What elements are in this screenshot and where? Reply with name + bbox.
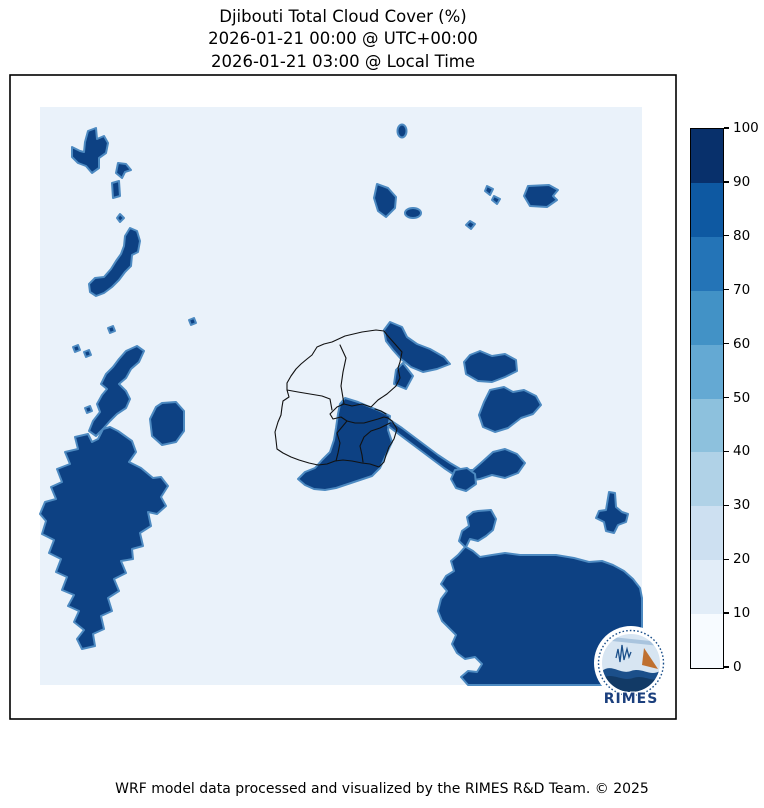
cloud-blob: [450, 467, 477, 492]
timestamp-local: 2026-01-21 03:00 @ Local Time: [210, 51, 476, 71]
rimes-logo-label: RIMES: [603, 691, 659, 707]
cloud-blob: [188, 317, 197, 326]
colorbar-tick-mark: [724, 181, 729, 183]
cloud-blob: [107, 325, 116, 334]
region-boundary: [374, 408, 387, 415]
colorbar-segment: [691, 452, 723, 507]
colorbar-tick-mark: [724, 666, 729, 668]
cloud-blob: [116, 213, 125, 223]
colorbar-tick-label: 100: [733, 120, 759, 136]
cloud-blob: [491, 195, 501, 205]
logo-ring-text: [597, 629, 665, 697]
colorbar-tick-mark: [724, 342, 729, 345]
cloud-blob: [72, 344, 81, 353]
cloud-blob: [484, 185, 494, 196]
rimes-logo: [594, 626, 668, 700]
logo-map-band: [602, 636, 660, 646]
region-boundary: [359, 422, 391, 463]
cloud-blob: [111, 180, 121, 199]
colorbar-tick-mark: [724, 235, 729, 237]
cloud-blob: [149, 401, 185, 446]
colorbar: [690, 128, 724, 669]
colorbar-tick-label: 20: [733, 551, 751, 568]
colorbar-tick-mark: [724, 289, 729, 291]
colorbar-segment: [691, 182, 723, 237]
colorbar-tick-mark: [724, 612, 729, 614]
cloud-blob: [88, 227, 141, 297]
cloud-blob: [463, 350, 518, 383]
footer-credit: WRF model data processed and visualized …: [115, 781, 649, 797]
colorbar-tick-mark: [724, 127, 729, 129]
colorbar-tick-mark: [724, 504, 729, 506]
colorbar-tick-label: 10: [733, 605, 751, 622]
cloud-blob: [84, 405, 93, 414]
cloud-blob: [297, 397, 393, 491]
colorbar-tick-label: 30: [733, 497, 751, 514]
cloud-blob: [396, 123, 408, 139]
colorbar-segments: [691, 129, 723, 669]
cloud-blob: [478, 386, 542, 433]
colorbar-tick-label: 90: [733, 173, 751, 190]
cloud-blob: [383, 321, 451, 373]
colorbar-segment: [691, 129, 723, 183]
logo-sail-icon: [642, 648, 658, 669]
page-title: Djibouti Total Cloud Cover (%): [219, 7, 467, 26]
colorbar-tick-label: 60: [733, 335, 751, 352]
colorbar-tick-mark: [724, 558, 729, 560]
colorbar-segment: [691, 236, 723, 291]
admin-boundary-layer: [274, 329, 403, 468]
cloud-cover-layer: [39, 123, 643, 686]
logo-seismograph-icon: [615, 644, 632, 663]
cloud-blob: [115, 162, 132, 179]
colorbar-tick-label: 40: [733, 443, 751, 460]
colorbar-segment: [691, 290, 723, 345]
cloud-blob: [387, 419, 526, 482]
colorbar-segment: [691, 344, 723, 399]
colorbar-tick-label: 80: [733, 227, 751, 244]
country-outline: [274, 329, 403, 468]
cloud-blob: [404, 207, 422, 219]
cloud-blob: [39, 426, 169, 650]
cloud-blob: [595, 491, 629, 534]
cloud-blob: [88, 345, 145, 437]
colorbar-tick-mark: [724, 450, 729, 453]
colorbar-segment: [691, 398, 723, 453]
colorbar-tick-mark: [724, 396, 729, 399]
cloud-blob: [465, 220, 476, 230]
colorbar-tick-label: 70: [733, 281, 751, 298]
cloud-blob: [71, 127, 109, 174]
colorbar-segment: [691, 506, 723, 561]
colorbar-tick-label: 50: [733, 389, 751, 406]
cloud-blob: [373, 183, 397, 218]
cloud-blob: [83, 349, 92, 358]
colorbar-segment: [691, 560, 723, 615]
timestamp-utc: 2026-01-21 00:00 @ UTC+00:00: [208, 29, 478, 49]
region-boundary: [335, 420, 348, 462]
logo-wave-dark: [602, 676, 660, 692]
region-boundary: [339, 344, 347, 405]
colorbar-segment: [691, 614, 723, 669]
title-block: Djibouti Total Cloud Cover (%) 2026-01-2…: [10, 6, 676, 73]
region-boundary: [286, 389, 333, 411]
colorbar-tick-label: 0: [733, 659, 742, 675]
cloud-blob: [523, 184, 559, 208]
cloud-blob: [437, 509, 643, 686]
